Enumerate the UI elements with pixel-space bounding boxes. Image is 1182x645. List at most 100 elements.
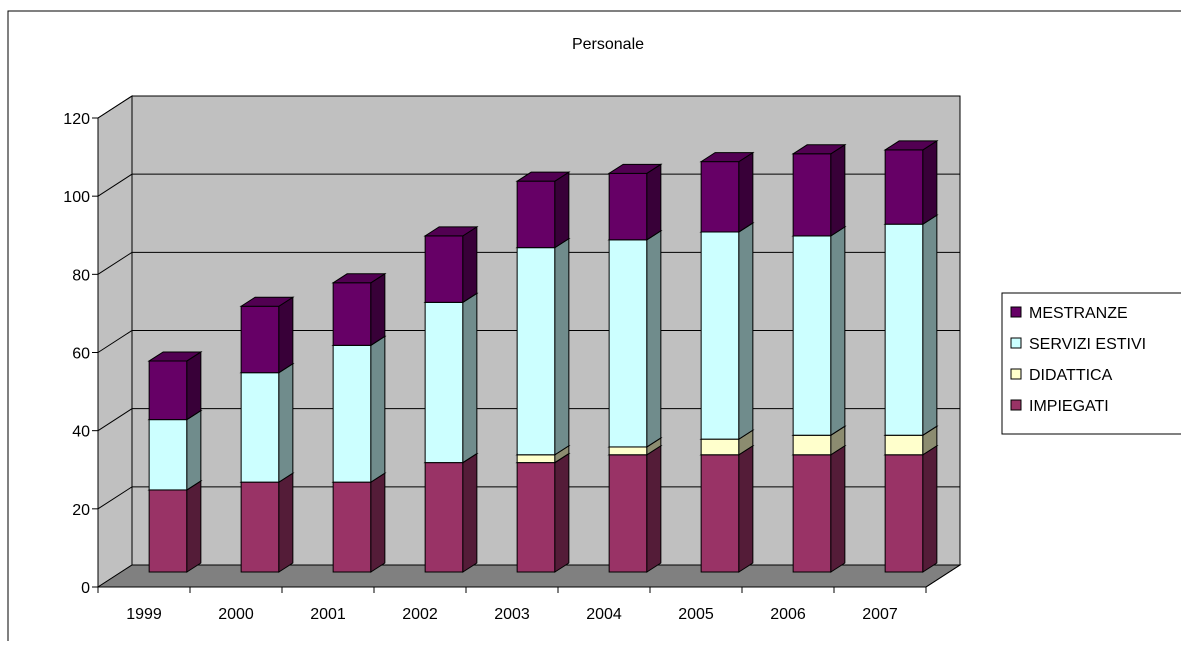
bar-front	[608, 239, 648, 448]
bar-top	[791, 144, 847, 155]
bar-top	[331, 273, 387, 284]
bar-side	[462, 452, 478, 573]
bar-segment	[791, 143, 847, 237]
bar-front	[884, 434, 924, 456]
bar-front	[792, 434, 832, 456]
bar-segment	[423, 225, 479, 304]
bar-segment	[147, 409, 203, 491]
bar-segment	[515, 452, 571, 573]
y-tick-label: 20	[72, 502, 90, 519]
legend-label: MESTRANZE	[1029, 305, 1128, 322]
bar-side	[186, 409, 202, 491]
y-tick-label: 80	[72, 267, 90, 284]
y-axis: 0 20 40 60 80 100 120	[63, 111, 99, 597]
bar-side	[278, 472, 294, 573]
bar-front	[332, 344, 372, 483]
bar-front	[424, 301, 464, 464]
bar-side	[278, 296, 294, 374]
bar-top	[239, 296, 295, 307]
bar-side	[554, 237, 570, 456]
bar-side	[738, 444, 754, 573]
x-tick-label: 2006	[770, 606, 806, 623]
gridline	[97, 486, 960, 510]
bar-segment	[515, 237, 571, 456]
x-axis: 1999 2000 2001 2002 2003 2004 2005 2006 2007	[97, 564, 961, 623]
bar-front	[884, 454, 924, 573]
bar-side	[554, 452, 570, 573]
bar-front	[792, 153, 832, 237]
bar-side	[646, 163, 662, 241]
bar-front	[148, 489, 188, 573]
bar-front	[700, 454, 740, 573]
y-tick-label: 100	[63, 189, 90, 206]
x-tick-label: 2001	[310, 606, 346, 623]
bar-segment	[147, 480, 203, 573]
bar-segment	[791, 444, 847, 573]
bar-side	[370, 335, 386, 484]
bar-segment	[607, 229, 663, 448]
gridline	[97, 173, 960, 197]
legend-label: DIDATTICA	[1029, 367, 1113, 384]
bar-side	[738, 151, 754, 233]
x-axis-depth	[925, 564, 961, 588]
bar-side	[646, 444, 662, 573]
bar-segment	[239, 296, 295, 374]
gridline	[97, 408, 960, 432]
bar-side	[922, 444, 938, 573]
bar-front	[332, 282, 372, 346]
legend-swatch	[1010, 399, 1022, 411]
bar-front	[792, 454, 832, 573]
bars	[147, 139, 939, 573]
bar-side	[554, 171, 570, 249]
bar-side	[830, 225, 846, 437]
bar-front	[516, 462, 556, 573]
bar-segment	[791, 225, 847, 437]
bar-front	[884, 223, 924, 436]
bar-segment	[147, 351, 203, 421]
x-tick-label: 2003	[494, 606, 530, 623]
gridline	[97, 330, 960, 353]
y-tick-label: 40	[72, 424, 90, 441]
legend-swatch	[1010, 337, 1022, 349]
bar-segment	[331, 272, 387, 347]
bar-segment	[423, 292, 479, 464]
bar-front	[240, 481, 280, 573]
bar-segment	[423, 452, 479, 573]
legend-swatch	[1010, 368, 1022, 380]
bar-front	[516, 454, 556, 464]
bar-front	[148, 360, 188, 421]
bar-side	[738, 222, 754, 441]
bar-side	[462, 225, 478, 304]
bar-segment	[699, 222, 755, 441]
bar-side	[370, 272, 386, 347]
bar-front	[424, 462, 464, 573]
gridline	[97, 95, 960, 119]
bar-side	[922, 214, 938, 437]
bar-side	[922, 139, 938, 226]
x-tick-label: 2004	[586, 606, 622, 623]
bar-top	[699, 152, 755, 163]
x-tick-label: 2005	[678, 606, 714, 623]
bar-front	[424, 235, 464, 303]
bar-front	[608, 172, 648, 241]
bar-front	[240, 372, 280, 483]
bar-side	[830, 143, 846, 237]
chart-border	[7, 10, 1181, 641]
bar-front	[608, 446, 648, 456]
bar-segment	[607, 444, 663, 573]
bar-top	[423, 226, 479, 237]
legend: MESTRANZE SERVIZI ESTIVI DIDATTICA IMPIEGAT…	[1001, 292, 1181, 435]
chart-title: Personale	[572, 36, 644, 53]
bar-segment	[607, 163, 663, 241]
bar-top	[515, 171, 571, 182]
bar-side	[646, 229, 662, 448]
bar-segment	[883, 444, 939, 573]
bar-segment	[515, 171, 571, 249]
legend-swatch	[1010, 306, 1022, 318]
legend-box	[1001, 292, 1181, 435]
y-tick-label: 60	[72, 346, 90, 363]
bar-front	[884, 149, 924, 225]
bar-front	[240, 305, 280, 374]
bar-front	[148, 419, 188, 491]
x-tick-label: 2000	[218, 606, 254, 623]
